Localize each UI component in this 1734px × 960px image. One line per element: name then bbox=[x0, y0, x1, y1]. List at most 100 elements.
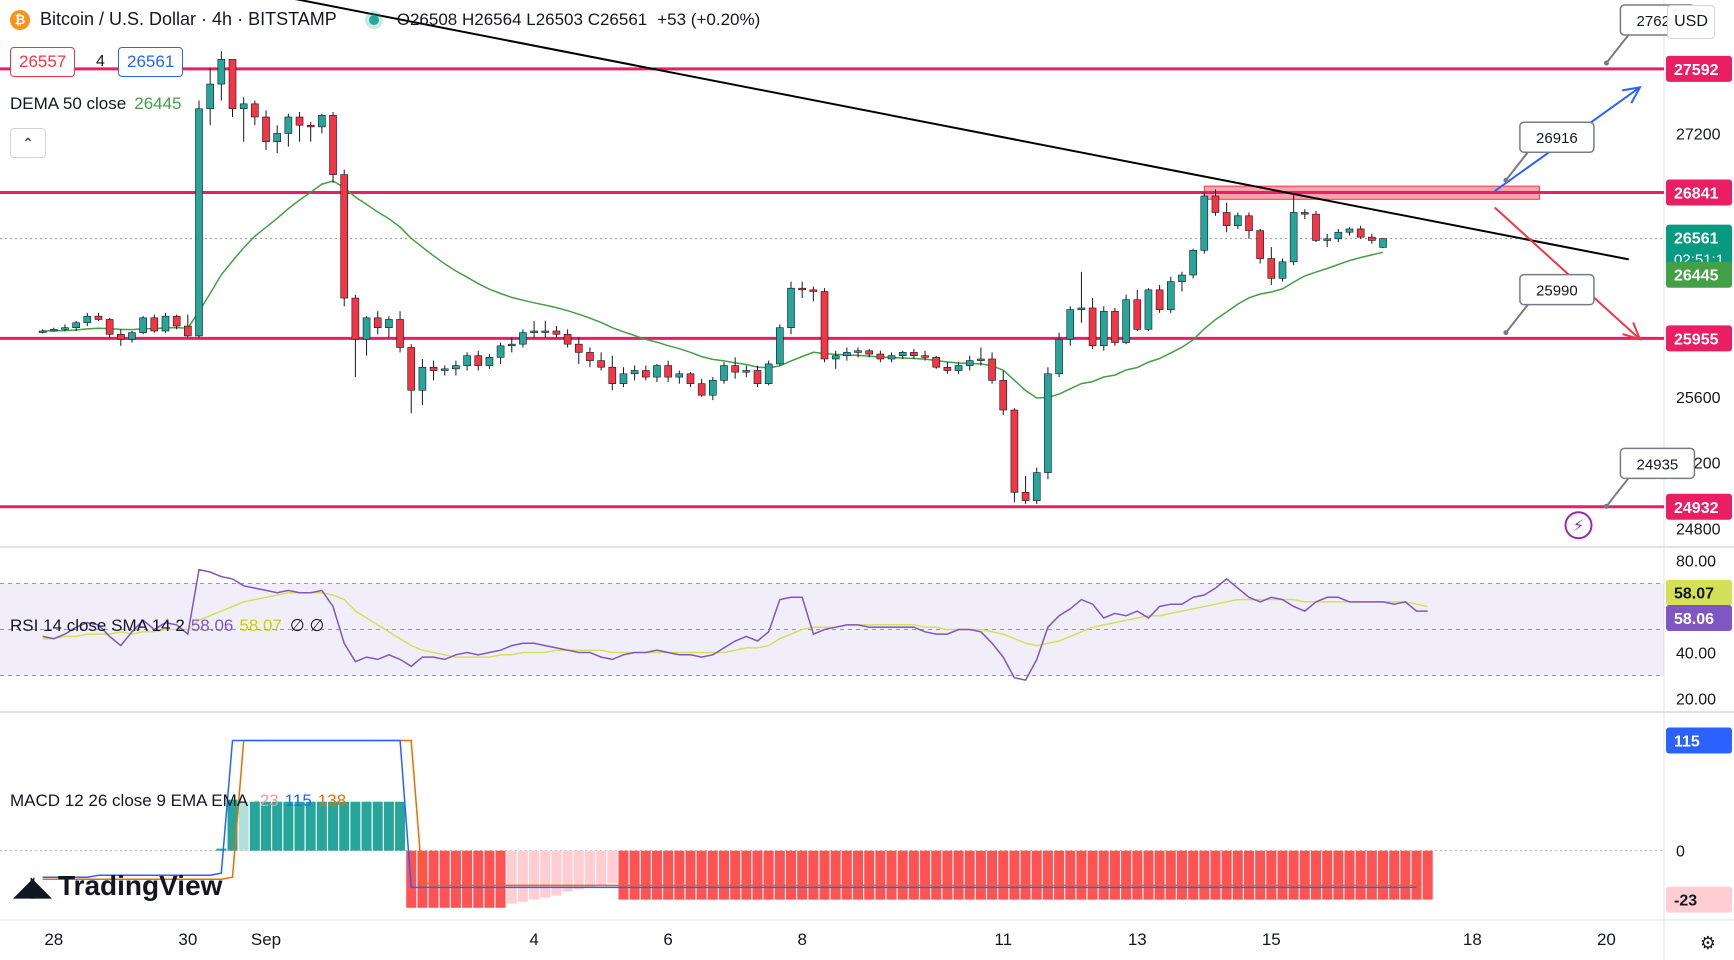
sell-button[interactable]: 26557 bbox=[10, 47, 76, 77]
macd-histogram-bar bbox=[1322, 850, 1333, 900]
callout-pointer bbox=[1505, 151, 1529, 181]
candle-body bbox=[452, 365, 460, 370]
macd-histogram-bar bbox=[975, 850, 986, 900]
collapse-legend-button[interactable]: ⌃ bbox=[10, 128, 46, 158]
candle-body bbox=[385, 319, 393, 329]
gear-icon[interactable]: ⚙ bbox=[1699, 932, 1717, 953]
level-price-label-bg bbox=[1666, 55, 1732, 82]
macd-histogram-bar bbox=[663, 850, 674, 900]
symbol-title[interactable]: Bitcoin / U.S. Dollar · 4h · BITSTAMP bbox=[40, 9, 337, 29]
candle-body bbox=[709, 380, 717, 396]
macd-histogram-bar bbox=[931, 850, 942, 900]
level-price-label-bg bbox=[1666, 179, 1732, 206]
macd-histogram-bar bbox=[640, 850, 651, 900]
candle-body bbox=[1077, 307, 1086, 310]
macd-histogram-bar bbox=[1255, 850, 1266, 900]
candle-body bbox=[854, 350, 862, 353]
price-tick-label: 24800 bbox=[1676, 522, 1721, 539]
down-projection-arrow bbox=[1494, 206, 1641, 340]
rsi-legend[interactable]: RSI 14 close SMA 14 2 58.06 58.07 ∅ ∅ bbox=[10, 616, 324, 636]
price-callout-label: 24935 bbox=[1637, 456, 1679, 473]
candle-body bbox=[284, 116, 293, 134]
macd-histogram-bar bbox=[1132, 850, 1143, 900]
candle-body bbox=[530, 330, 538, 333]
macd-value: 115 bbox=[284, 791, 312, 810]
macd-histogram-bar bbox=[1042, 850, 1053, 900]
macd-histogram-bar bbox=[674, 850, 685, 900]
candle-body bbox=[61, 327, 69, 330]
candle-body bbox=[1021, 492, 1030, 501]
candle-body bbox=[764, 363, 773, 384]
candle-body bbox=[932, 357, 941, 368]
macd-histogram-bar bbox=[841, 850, 852, 900]
macd-legend[interactable]: MACD 12 26 close 9 EMA EMA -23 115 138 bbox=[10, 791, 346, 811]
callout-pointer bbox=[1605, 477, 1630, 507]
macd-histogram-bar bbox=[808, 850, 819, 900]
macd-histogram-bar bbox=[584, 850, 595, 888]
rsi-extra-values: ∅ ∅ bbox=[289, 616, 325, 635]
candle-body bbox=[329, 115, 337, 175]
currency-button[interactable]: USD bbox=[1667, 5, 1715, 39]
last-price-label: 26561 bbox=[1674, 231, 1719, 248]
macd-histogram-bar bbox=[1422, 850, 1433, 900]
candle-body bbox=[787, 287, 795, 329]
time-axis-label: 8 bbox=[797, 930, 806, 949]
candle-body bbox=[72, 322, 80, 329]
macd-histogram-bar bbox=[718, 850, 729, 900]
candle-body bbox=[139, 317, 147, 333]
last-price-label-bg bbox=[1666, 224, 1732, 271]
candle-body bbox=[1334, 231, 1343, 240]
macd-histogram-bar bbox=[920, 850, 931, 900]
macd-line bbox=[42, 739, 1417, 889]
candle-body bbox=[1044, 373, 1052, 473]
macd-histogram-bar bbox=[685, 850, 696, 900]
macd-histogram-bar bbox=[730, 850, 741, 900]
macd-histogram-bar bbox=[350, 801, 361, 851]
macd-histogram-bar bbox=[529, 850, 540, 900]
candle-body bbox=[519, 332, 527, 345]
tradingview-logo[interactable]: ◢◣ TradingView bbox=[14, 870, 222, 902]
macd-histogram-bar bbox=[305, 801, 316, 851]
macd-histogram-bar bbox=[942, 850, 953, 900]
candle-body bbox=[496, 345, 505, 358]
candle-body bbox=[943, 366, 952, 371]
candle-body bbox=[574, 343, 583, 353]
dema-legend[interactable]: DEMA 50 close 26445 bbox=[10, 94, 182, 114]
macd-histogram-bar bbox=[1176, 850, 1187, 900]
macd-histogram-bar bbox=[819, 850, 830, 900]
candle-body bbox=[552, 330, 561, 335]
candle-body bbox=[1088, 307, 1097, 347]
macd-histogram-bar bbox=[830, 850, 841, 900]
rsi-sma-axis-label: 58.07 bbox=[1674, 586, 1714, 603]
candle-body bbox=[1055, 338, 1063, 375]
macd-histogram-bar bbox=[249, 801, 260, 851]
macd-histogram-bar bbox=[875, 850, 886, 900]
buy-button[interactable]: 26561 bbox=[118, 47, 184, 77]
macd-histogram-bar bbox=[316, 801, 327, 851]
candle-body bbox=[608, 366, 617, 384]
candle-body bbox=[362, 317, 371, 340]
candle-body bbox=[1301, 212, 1309, 215]
candle-body bbox=[239, 103, 248, 110]
macd-histogram-bar bbox=[864, 850, 875, 900]
macd-histogram-bar bbox=[1277, 850, 1288, 900]
macd-histogram-bar bbox=[540, 850, 551, 898]
time-axis-label: 18 bbox=[1463, 930, 1482, 949]
rsi-label: RSI 14 close SMA 14 2 bbox=[10, 616, 185, 635]
macd-histogram-bar bbox=[1087, 850, 1098, 900]
macd-histogram-bar bbox=[573, 850, 584, 890]
callout-anchor bbox=[1603, 503, 1609, 509]
macd-histogram-bar bbox=[383, 801, 394, 851]
candle-body bbox=[128, 332, 136, 340]
market-status-icon[interactable] bbox=[368, 14, 379, 25]
macd-axis-label: 115 bbox=[1674, 734, 1700, 751]
candle-body bbox=[697, 383, 706, 396]
chart-header: ₿ Bitcoin / U.S. Dollar · 4h · BITSTAMP … bbox=[10, 9, 760, 30]
candle-body bbox=[351, 297, 360, 340]
candle-body bbox=[921, 355, 929, 358]
candle-body bbox=[1200, 195, 1209, 251]
candle-body bbox=[1278, 261, 1287, 279]
candle-body bbox=[776, 327, 784, 365]
callout-pointer bbox=[1605, 34, 1630, 64]
